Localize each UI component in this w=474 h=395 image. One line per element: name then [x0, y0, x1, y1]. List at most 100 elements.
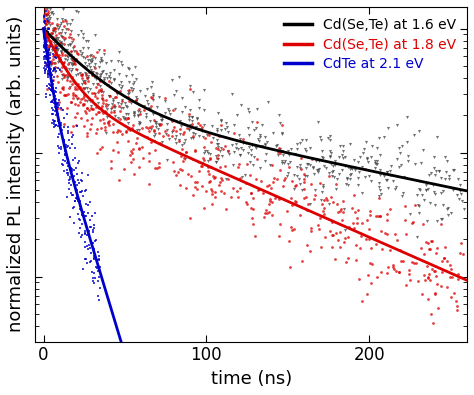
Point [70, 90, 77, 96]
Point [202, 188, 210, 194]
Point [407, 277, 414, 284]
Point [447, 209, 455, 216]
Point [59, 162, 67, 169]
Point [143, 98, 150, 104]
Point [100, 77, 108, 84]
Point [266, 198, 274, 204]
Point [94, 126, 101, 132]
Point [229, 185, 237, 192]
Point [91, 248, 98, 254]
Point [83, 98, 91, 105]
Point [428, 266, 436, 272]
Point [52, 96, 59, 102]
Point [51, 37, 59, 43]
Point [61, 73, 68, 80]
Point [129, 86, 137, 92]
Point [47, 10, 55, 16]
Point [66, 78, 74, 85]
Point [194, 115, 201, 121]
Point [69, 61, 76, 67]
Point [367, 245, 374, 251]
Point [47, 58, 55, 64]
Point [399, 258, 407, 264]
Point [82, 239, 89, 245]
Point [262, 210, 269, 216]
Point [110, 87, 118, 93]
Point [138, 144, 146, 150]
Point [172, 140, 179, 147]
Point [156, 140, 164, 147]
Point [91, 270, 98, 276]
Point [53, 21, 61, 27]
Point [128, 150, 136, 156]
Point [345, 182, 352, 188]
Point [59, 70, 67, 77]
Point [355, 207, 362, 213]
Point [297, 155, 305, 161]
Point [173, 172, 180, 179]
Point [105, 118, 112, 124]
Point [82, 188, 89, 194]
Point [359, 150, 366, 156]
Point [342, 258, 349, 265]
Point [291, 171, 298, 178]
Point [87, 51, 94, 58]
Point [41, 0, 49, 6]
Point [47, 83, 55, 89]
Point [383, 230, 391, 237]
Point [204, 168, 212, 175]
Point [41, 26, 49, 32]
Point [291, 183, 299, 189]
Point [121, 115, 129, 122]
Point [40, 36, 48, 42]
Point [82, 65, 89, 71]
Point [44, 50, 52, 56]
Point [152, 123, 160, 130]
Point [317, 137, 325, 143]
Point [339, 148, 346, 154]
Point [43, 12, 51, 19]
Point [57, 143, 64, 150]
Point [155, 122, 163, 128]
Point [41, 0, 49, 6]
Point [87, 67, 95, 73]
Point [46, 15, 54, 21]
Point [42, 17, 49, 24]
Point [84, 45, 92, 51]
Point [112, 89, 120, 95]
Point [51, 51, 58, 57]
Point [284, 161, 292, 167]
Point [76, 206, 84, 212]
Point [149, 91, 157, 98]
Point [412, 260, 420, 266]
Point [61, 41, 68, 47]
Point [57, 43, 65, 49]
Point [400, 174, 407, 180]
Point [64, 41, 72, 48]
Point [276, 233, 283, 239]
Point [51, 104, 59, 111]
Point [45, 45, 53, 52]
Point [54, 46, 62, 52]
Point [95, 278, 102, 284]
Point [178, 146, 186, 152]
Point [78, 75, 86, 81]
Point [247, 190, 255, 196]
Point [61, 121, 68, 127]
Point [115, 100, 122, 106]
Point [74, 32, 82, 38]
Point [77, 52, 85, 58]
Point [366, 212, 374, 218]
Point [406, 267, 413, 273]
Point [94, 249, 101, 256]
Point [365, 236, 373, 242]
Point [44, 48, 52, 55]
Point [74, 102, 82, 109]
Point [150, 96, 157, 103]
Point [61, 115, 68, 121]
Point [43, 34, 51, 41]
Point [65, 34, 73, 41]
Point [410, 260, 418, 266]
Point [51, 0, 59, 5]
Point [78, 71, 85, 78]
